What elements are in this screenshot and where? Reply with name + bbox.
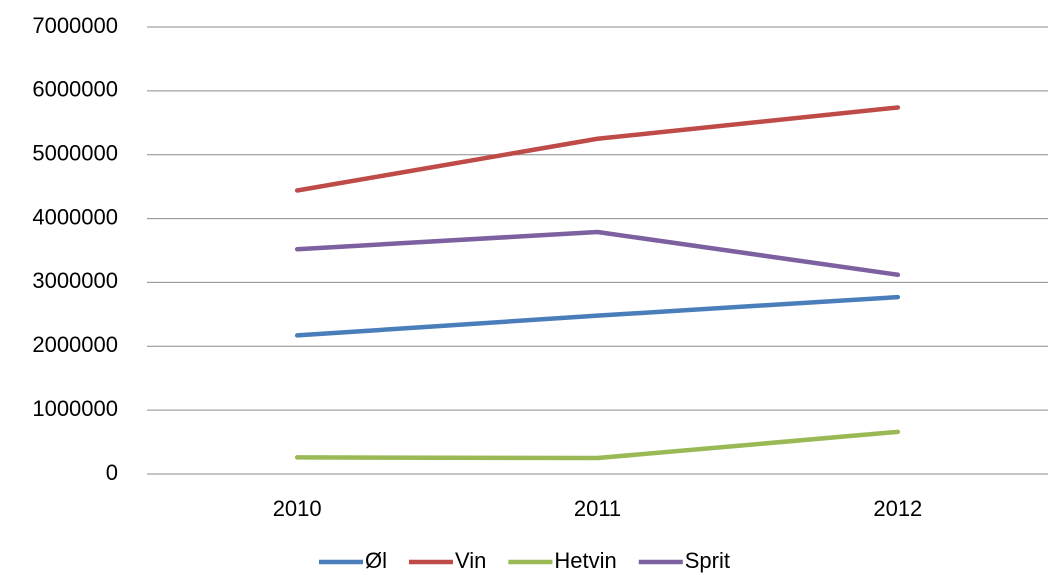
series-line xyxy=(294,229,901,278)
x-tick-label: 2012 xyxy=(873,496,922,521)
y-tick-label: 3000000 xyxy=(32,268,118,293)
x-tick-label: 2010 xyxy=(273,496,322,521)
x-tick-label: 2011 xyxy=(574,496,621,521)
legend-label: Hetvin xyxy=(554,548,616,573)
legend-label: Vin xyxy=(455,548,486,573)
legend-label: Sprit xyxy=(685,548,730,573)
series-line xyxy=(294,294,901,338)
y-tick-label: 6000000 xyxy=(32,77,118,102)
y-tick-label: 4000000 xyxy=(32,204,118,229)
series-line xyxy=(294,429,901,461)
y-tick-label: 0 xyxy=(106,460,118,485)
series-line xyxy=(294,105,901,193)
y-tick-label: 2000000 xyxy=(32,332,118,357)
y-tick-label: 7000000 xyxy=(32,13,118,38)
legend-label: Øl xyxy=(365,548,387,573)
y-tick-label: 5000000 xyxy=(32,141,118,166)
y-tick-label: 1000000 xyxy=(32,396,118,421)
